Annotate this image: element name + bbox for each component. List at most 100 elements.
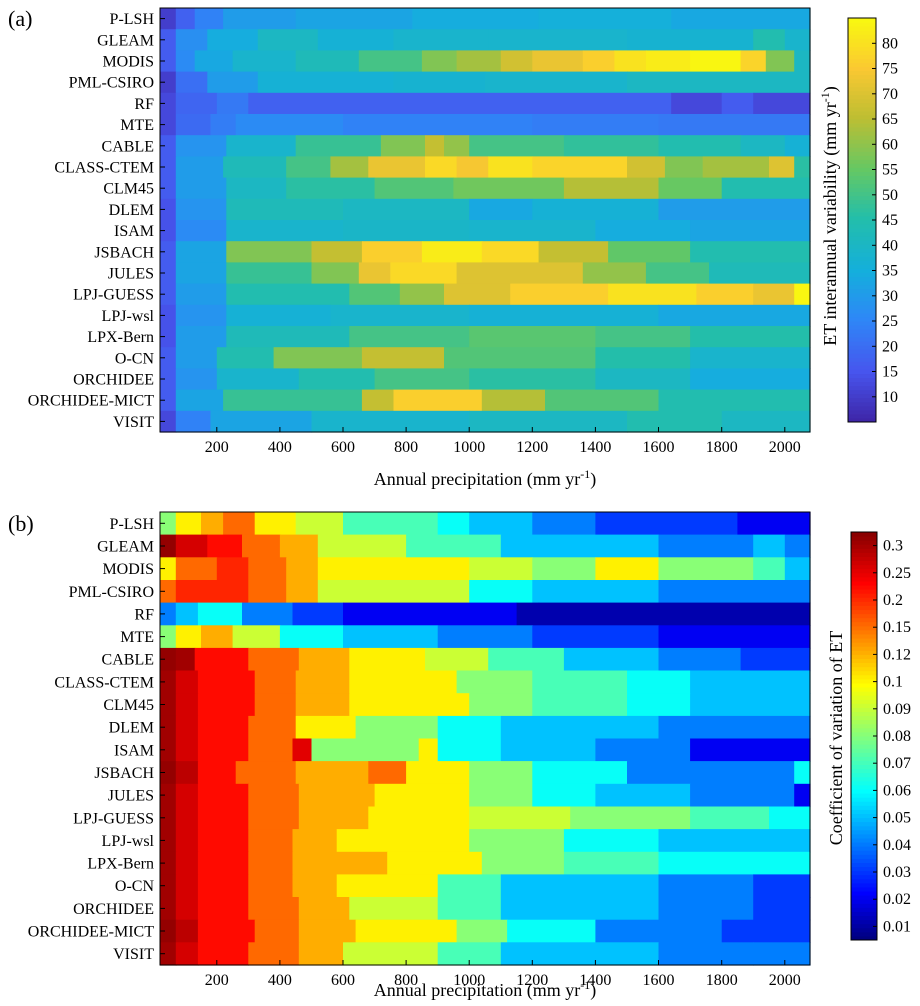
colorbar-segment-0-1: [848, 413, 876, 419]
heatmap-cell-0-1-4: [317, 29, 395, 51]
colorbar-segment-1-38: [851, 780, 877, 786]
heatmap-cell-1-6-9: [658, 647, 742, 672]
colorbar-segment-1-94: [851, 552, 877, 557]
heatmap-cell-1-5-1: [175, 625, 202, 649]
heatmap-cell-1-6-3: [248, 647, 300, 672]
panel-b-colorbar: 0.01 0.02 0.03 0.04 0.05 0.06 0.07 0.08 0.09 0.1 0…: [850, 531, 911, 941]
heatmap-cell-1-3-4: [317, 580, 470, 604]
heatmap-cell-0-6-11: [784, 135, 811, 157]
colorbar-segment-0-18: [848, 345, 876, 350]
colorbar-segment-1-62: [851, 682, 877, 688]
heatmap-cell-1-17-0: [160, 897, 177, 921]
heatmap-cell-1-14-6: [469, 829, 565, 853]
colorbar-segment-1-34: [851, 797, 877, 802]
colorbar-segment-1-15: [851, 874, 877, 880]
heatmap-cell-0-10-4: [469, 220, 596, 242]
heatmap-cell-0-2-13: [690, 50, 742, 73]
heatmap-cell-0-0-3: [223, 8, 297, 30]
heatmap-cell-1-17-3: [248, 897, 300, 921]
colorbar-segment-1-83: [851, 597, 877, 602]
colorbar-segment-1-86: [851, 585, 877, 590]
colorbar-segment-1-74: [851, 634, 877, 639]
colorbar-segment-1-84: [851, 593, 877, 598]
heatmap-cell-0-3-4: [393, 71, 486, 94]
heatmap-cell-0-4-4: [532, 92, 672, 115]
heatmap-cell-1-9-5: [355, 715, 439, 740]
colorbar-segment-1-36: [851, 789, 877, 794]
row-label-0-18: ORCHIDEE-MICT: [28, 393, 154, 410]
heatmap-cell-1-17-9: [753, 897, 811, 921]
heatmap-cell-0-0-7: [671, 8, 811, 30]
heatmap-cell-1-6-2: [194, 647, 249, 672]
colorbar-tick-label-1-13: 0.25: [883, 565, 911, 582]
panel-b-x-ticks: 200 400 600 800 1000 1200 1400 1600 1800 2000: [205, 960, 801, 989]
heatmap-cell-1-16-3: [248, 874, 294, 898]
colorbar-segment-0-88: [848, 62, 876, 67]
colorbar-segment-1-87: [851, 580, 877, 586]
colorbar-segment-1-12: [851, 886, 877, 892]
colorbar-segment-0-61: [848, 171, 876, 177]
heatmap-cell-1-16-6: [437, 874, 502, 898]
heatmap-cell-1-19-5: [343, 942, 439, 966]
heatmap-cell-1-9-6: [437, 715, 502, 740]
heatmap-cell-1-10-4: [292, 738, 312, 762]
x-tick-label-1-9: 2000: [769, 972, 801, 989]
heatmap-cell-0-15-5: [595, 326, 691, 348]
heatmap-cell-1-1-8: [548, 534, 660, 558]
heatmap-cell-1-15-1: [175, 851, 199, 876]
heatmap-cell-0-2-10: [582, 50, 615, 73]
colorbar-segment-1-46: [851, 748, 877, 753]
heatmap-cell-1-8-1: [175, 693, 199, 717]
colorbar-segment-1-2: [851, 927, 877, 933]
heatmap-cell-0-2-16: [794, 50, 811, 73]
heatmap-cell-1-8-7: [532, 693, 628, 717]
heatmap-cell-1-3-0: [160, 580, 177, 604]
heatmap-cell-1-8-6: [469, 693, 533, 717]
heatmap-cell-1-6-4: [298, 647, 350, 672]
heatmap-cell-1-18-0: [160, 919, 177, 943]
colorbar-segment-0-29: [848, 300, 876, 306]
heatmap-cell-0-2-5: [358, 50, 423, 73]
heatmap-cell-0-2-8: [500, 50, 533, 73]
row-label-0-12: JULES: [108, 266, 154, 283]
heatmap-cell-1-15-5: [387, 851, 483, 876]
row-label-0-3: PML-CSIRO: [69, 75, 154, 92]
heatmap-cell-1-10-5: [311, 738, 420, 762]
colorbar-segment-0-95: [848, 34, 876, 39]
colorbar-segment-0-91: [848, 50, 876, 55]
row-label-0-6: CABLE: [102, 138, 154, 155]
colorbar-tick-label-1-14: 0.3: [883, 538, 903, 555]
colorbar-tick-label-1-11: 0.15: [883, 619, 911, 636]
heatmap-cell-1-3-2: [248, 580, 287, 604]
colorbar-segment-0-84: [848, 78, 876, 84]
row-label-0-14: LPJ-wsl: [102, 308, 155, 325]
heatmap-cell-1-11-0: [160, 761, 177, 785]
heatmap-cell-1-8-0: [160, 693, 177, 717]
heatmap-cell-0-9-1: [175, 198, 227, 221]
colorbar-segment-1-1: [851, 931, 877, 937]
heatmap-cell-0-7-13: [769, 156, 795, 179]
heatmap-cell-1-12-8: [595, 783, 691, 808]
colorbar-segment-0-50: [848, 215, 876, 221]
heatmap-cell-1-13-2: [197, 806, 249, 830]
heatmap-cell-0-2-11: [614, 50, 647, 73]
heatmap-cell-1-11-5: [368, 761, 407, 785]
colorbar-segment-1-72: [851, 642, 877, 647]
heatmap-cell-0-10-3: [343, 220, 470, 242]
heatmap-cell-1-4-0: [160, 602, 177, 626]
heatmap-cell-0-11-3: [311, 241, 363, 263]
heatmap-cell-1-13-3: [248, 806, 300, 830]
heatmap-cell-0-19-1: [175, 410, 212, 433]
colorbar-segment-0-56: [848, 191, 876, 197]
colorbar-segment-1-52: [851, 723, 877, 729]
colorbar-tick-label-1-6: 0.07: [883, 755, 911, 772]
colorbar-segment-0-33: [848, 284, 876, 290]
colorbar-segment-1-48: [851, 740, 877, 745]
row-label-0-17: ORCHIDEE: [73, 372, 154, 389]
heatmap-cell-0-14-0: [160, 304, 177, 327]
row-label-0-8: CLM45: [103, 181, 154, 198]
colorbar-segment-0-22: [848, 329, 876, 334]
colorbar-segment-1-59: [851, 695, 877, 700]
row-label-0-7: CLASS-CTEM: [54, 160, 154, 177]
colorbar-segment-1-95: [851, 548, 877, 553]
